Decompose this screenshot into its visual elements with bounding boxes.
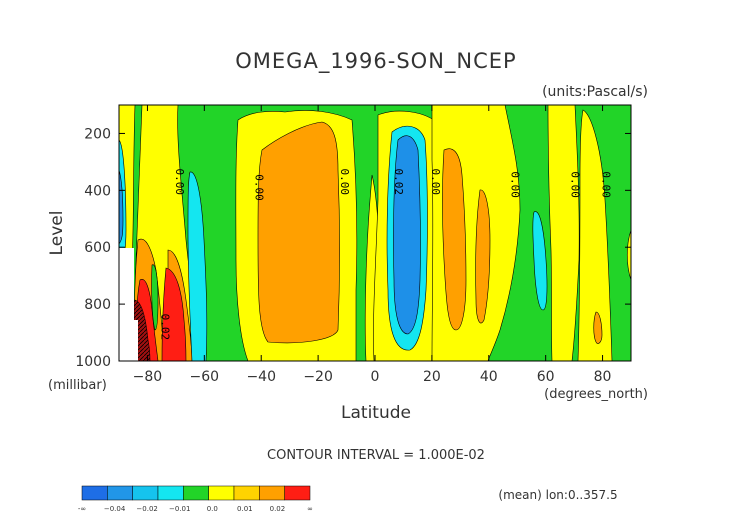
y-tick-label: 600 — [84, 240, 111, 256]
missing-data-region — [119, 248, 134, 361]
colorbar-label: 0.02 — [270, 505, 286, 513]
x-unit-label: (degrees_north) — [544, 387, 648, 402]
colorbar-swatch — [284, 485, 311, 501]
contour-label: 0.00 — [338, 169, 351, 196]
region-orange-nh-a — [442, 148, 467, 331]
contour-label: 0.00 — [568, 171, 581, 198]
contour-label: 0.02 — [392, 169, 405, 196]
colorbar-swatch — [233, 485, 260, 501]
region-blue-eq — [393, 135, 421, 335]
region-red-sh-b — [161, 267, 187, 361]
region-yellow-nh-60 — [547, 105, 580, 361]
x-tick-label: 0 — [371, 369, 380, 385]
region-orange-nh-b — [475, 189, 491, 324]
y-tick-label: 800 — [84, 297, 111, 313]
y-tick-label: 1000 — [75, 354, 111, 370]
plot-area — [119, 105, 631, 361]
colorbar-label: 0.0 — [207, 505, 218, 513]
region-blue-sh-west — [119, 169, 124, 245]
y-tick-label: 200 — [84, 126, 111, 142]
colorbar-label: 0.01 — [237, 505, 253, 513]
colorbar-swatch — [157, 485, 184, 501]
x-tick-label: 80 — [594, 369, 612, 385]
colorbar-label: −0.02 — [136, 505, 157, 513]
colorbar-label: -∞ — [78, 505, 86, 513]
colorbar: -∞ −0.04 −0.02 −0.01 0.0 0.01 0.02 ∞ — [78, 485, 313, 513]
region-orange-nh-80 — [593, 311, 603, 344]
units-label: (units:Pascal/s) — [542, 84, 648, 100]
x-tick-label: 40 — [480, 369, 498, 385]
chart-title: OMEGA_1996-SON_NCEP — [235, 49, 516, 74]
contour-label: 0.00 — [600, 171, 613, 198]
contour-interval-text: CONTOUR INTERVAL = 1.000E-02 — [267, 448, 485, 463]
missing-data-region-b — [134, 320, 138, 361]
y-unit-label: (millibar) — [48, 378, 107, 393]
y-axis: 200 400 600 800 1000 — [75, 126, 631, 370]
x-axis: −80 −60 −40 −20 0 20 40 60 80 — [133, 105, 612, 385]
region-orange-sh-large — [257, 121, 340, 344]
contour-label: 0.00 — [253, 174, 266, 201]
colorbar-label: −0.01 — [169, 505, 190, 513]
x-tick-label: 20 — [423, 369, 441, 385]
colorbar-swatch — [81, 485, 108, 501]
x-tick-label: 60 — [537, 369, 555, 385]
colorbar-swatch — [259, 485, 285, 501]
contour-label: 0.02 — [159, 314, 172, 341]
x-tick-label: −60 — [190, 369, 220, 385]
colorbar-label: −0.04 — [104, 505, 126, 513]
x-tick-label: −80 — [133, 369, 163, 385]
region-cyan-nh-60 — [532, 211, 548, 311]
footer-text: (mean) lon:0..357.5 — [498, 488, 617, 502]
colorbar-swatch — [107, 485, 133, 501]
region-green-sliver-a — [151, 264, 159, 331]
region-yellow-nh-80 — [577, 109, 613, 361]
colorbar-swatch — [183, 485, 209, 501]
y-tick-label: 400 — [84, 183, 111, 199]
contour-label: 0.00 — [173, 169, 186, 196]
x-axis-title: Latitude — [341, 403, 411, 423]
colorbar-label: ∞ — [307, 505, 313, 513]
y-axis-title: Level — [47, 211, 67, 256]
colorbar-swatch — [132, 485, 159, 501]
contour-label: 0.00 — [429, 169, 442, 196]
contour-labels: 0.00 0.00 0.00 0.02 0.00 0.00 0.00 0.00 0.02 — [159, 169, 613, 341]
region-cyan-sh-60 — [187, 171, 208, 361]
contour-label: 0.00 — [509, 171, 522, 198]
colorbar-swatch — [208, 485, 235, 501]
x-tick-label: −40 — [246, 369, 276, 385]
x-tick-label: −20 — [303, 369, 333, 385]
